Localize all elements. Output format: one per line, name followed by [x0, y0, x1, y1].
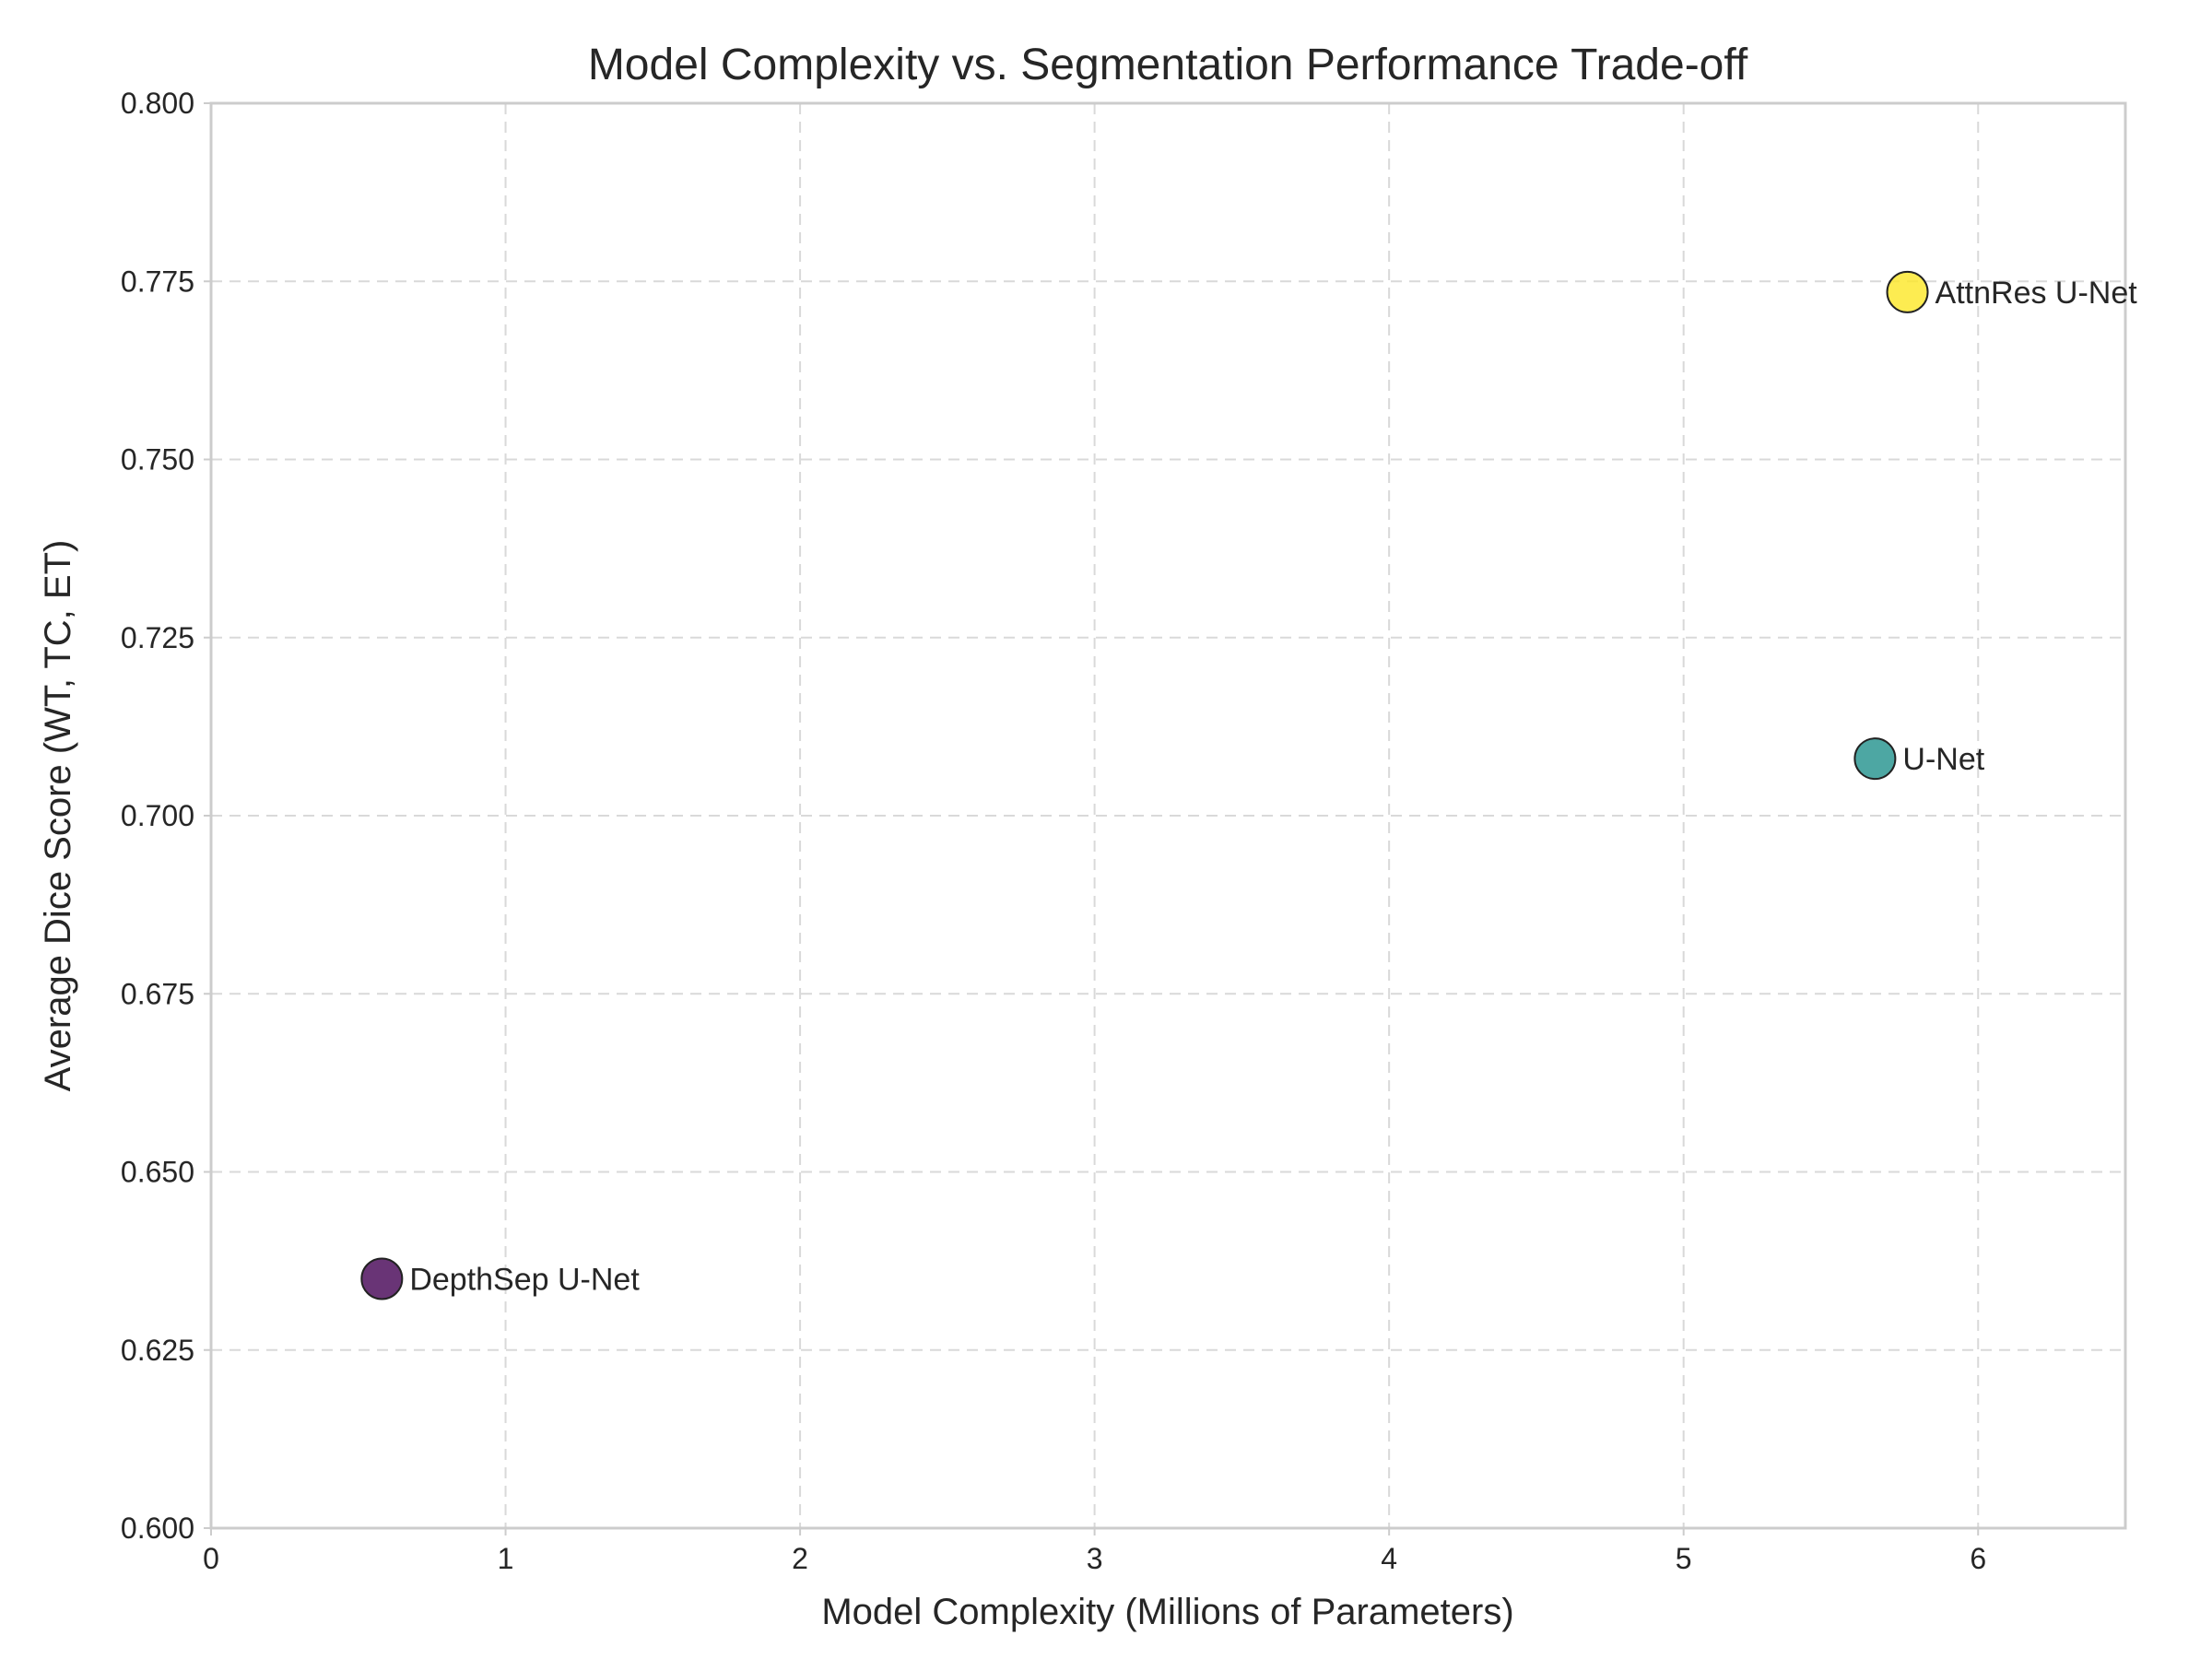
- y-tick-label: 0.675: [121, 977, 194, 1010]
- axis-ticks: 0 1 2 3 4 5 6 0.600 0.625 0.650 0.675 0.700 0.725 0.7…: [121, 87, 1986, 1575]
- y-tick-label: 0.625: [121, 1334, 194, 1367]
- x-tick-label: 1: [498, 1542, 514, 1575]
- x-tick-label: 4: [1381, 1542, 1397, 1575]
- scatter-point: [1853, 737, 1897, 781]
- scatter-point: [1886, 270, 1929, 313]
- scatter-point: [360, 1257, 404, 1300]
- x-tick-label: 0: [203, 1542, 219, 1575]
- grid: [211, 103, 2125, 1528]
- y-tick-label: 0.800: [121, 87, 194, 120]
- y-tick-label: 0.650: [121, 1156, 194, 1189]
- y-axis-label: Average Dice Score (WT, TC, ET): [38, 540, 78, 1092]
- y-tick-label: 0.600: [121, 1512, 194, 1545]
- y-tick-label: 0.775: [121, 265, 194, 298]
- x-tick-label: 2: [792, 1542, 808, 1575]
- x-axis-label: Model Complexity (Millions of Parameters…: [821, 1592, 1513, 1632]
- point-label: U-Net: [1902, 742, 1984, 777]
- y-tick-label: 0.725: [121, 621, 194, 654]
- point-label: AttnRes U-Net: [1936, 276, 2138, 311]
- data-points: DepthSep U-Net U-Net AttnRes U-Net: [360, 270, 2138, 1300]
- x-tick-label: 3: [1087, 1542, 1103, 1575]
- point-label: DepthSep U-Net: [409, 1262, 640, 1297]
- y-tick-label: 0.700: [121, 799, 194, 832]
- chart-title: Model Complexity vs. Segmentation Perfor…: [588, 41, 1748, 89]
- y-tick-label: 0.750: [121, 443, 194, 477]
- x-tick-label: 6: [1970, 1542, 1986, 1575]
- x-tick-label: 5: [1676, 1542, 1692, 1575]
